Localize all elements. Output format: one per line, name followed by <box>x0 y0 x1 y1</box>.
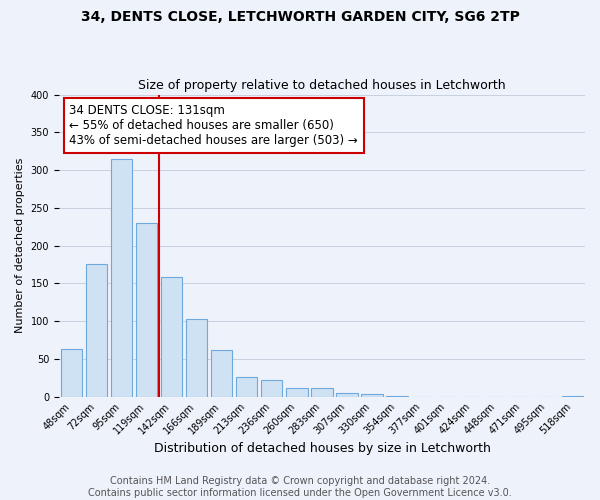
Bar <box>86 264 107 396</box>
Y-axis label: Number of detached properties: Number of detached properties <box>15 158 25 334</box>
Bar <box>261 380 283 396</box>
Bar <box>111 159 132 396</box>
Bar <box>286 388 308 396</box>
Bar <box>211 350 232 397</box>
Text: 34 DENTS CLOSE: 131sqm
← 55% of detached houses are smaller (650)
43% of semi-de: 34 DENTS CLOSE: 131sqm ← 55% of detached… <box>70 104 358 146</box>
Bar <box>186 319 208 396</box>
Text: 34, DENTS CLOSE, LETCHWORTH GARDEN CITY, SG6 2TP: 34, DENTS CLOSE, LETCHWORTH GARDEN CITY,… <box>80 10 520 24</box>
Bar <box>161 278 182 396</box>
Title: Size of property relative to detached houses in Letchworth: Size of property relative to detached ho… <box>138 79 506 92</box>
Bar <box>136 223 157 396</box>
X-axis label: Distribution of detached houses by size in Letchworth: Distribution of detached houses by size … <box>154 442 490 455</box>
Bar <box>61 349 82 397</box>
Bar <box>361 394 383 396</box>
Bar <box>236 377 257 396</box>
Bar <box>337 393 358 396</box>
Text: Contains HM Land Registry data © Crown copyright and database right 2024.
Contai: Contains HM Land Registry data © Crown c… <box>88 476 512 498</box>
Bar <box>311 388 332 396</box>
